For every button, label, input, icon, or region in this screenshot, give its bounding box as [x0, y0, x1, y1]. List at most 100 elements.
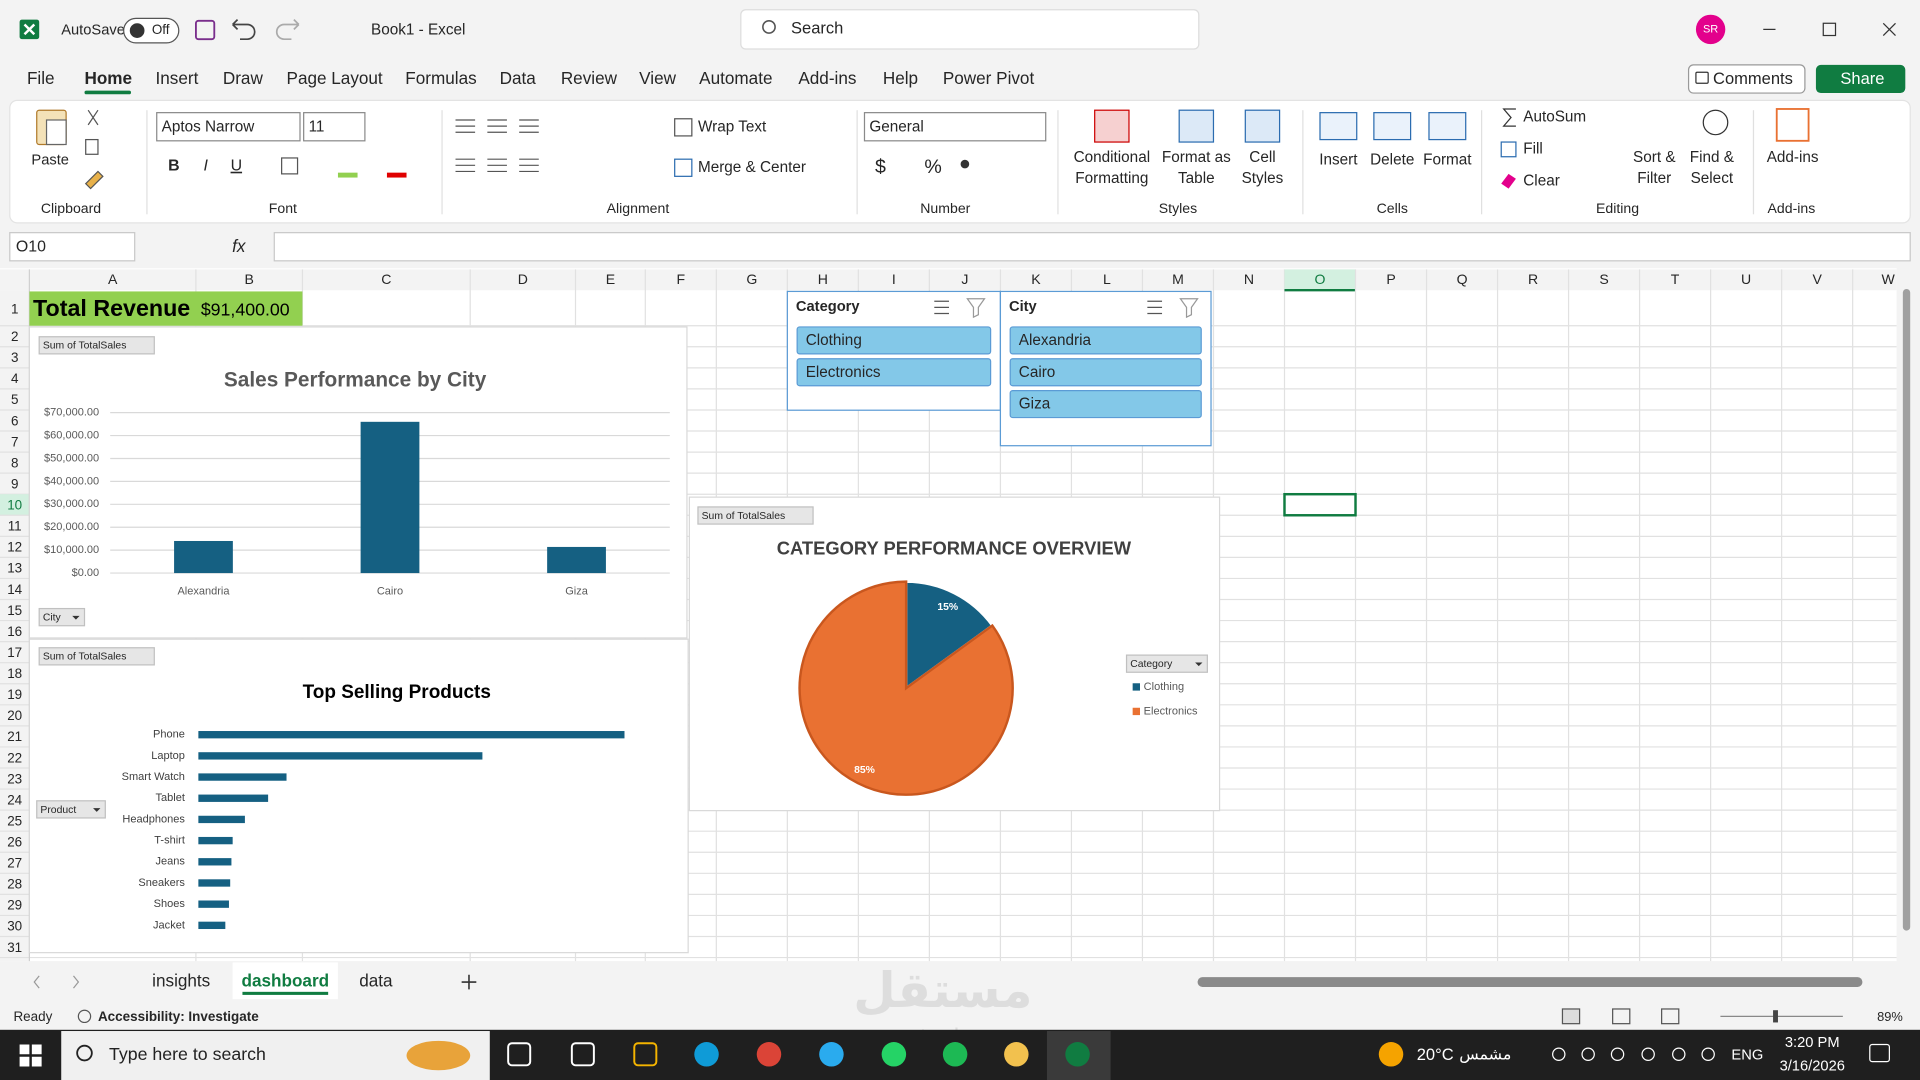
font-size-box[interactable] — [303, 112, 366, 142]
share-button[interactable] — [1815, 64, 1906, 94]
style-icon[interactable] — [1244, 109, 1281, 143]
notification-button[interactable] — [1869, 1043, 1890, 1063]
view-button[interactable] — [1661, 1008, 1680, 1025]
sheet-tab[interactable]: data — [359, 971, 393, 991]
redo-icon[interactable] — [275, 18, 300, 41]
axis-field-button[interactable] — [1125, 654, 1208, 673]
style-button[interactable]: Formatting — [1075, 170, 1148, 187]
view-button[interactable] — [1561, 1008, 1581, 1025]
v-scroll-thumb[interactable] — [1902, 288, 1911, 931]
cells-button[interactable]: Format — [1423, 151, 1472, 168]
h-scroll-thumb[interactable] — [1197, 977, 1863, 987]
style-button[interactable]: Format as — [1162, 149, 1231, 166]
font-color-bar[interactable] — [386, 172, 407, 178]
tray-icon[interactable] — [1581, 1047, 1595, 1062]
borders-icon[interactable] — [281, 157, 299, 175]
cells-icon[interactable] — [1373, 112, 1412, 141]
close[interactable] — [1882, 22, 1896, 36]
align-icon[interactable] — [455, 119, 476, 133]
align-icon[interactable] — [487, 119, 507, 133]
cells-icon[interactable] — [1428, 112, 1467, 141]
align-icon[interactable] — [487, 158, 507, 173]
ribbon-tab[interactable]: Home — [84, 68, 132, 88]
style-button[interactable]: Cell — [1249, 149, 1275, 166]
cells-button[interactable]: Delete — [1370, 151, 1414, 168]
taskbar-app[interactable] — [942, 1042, 968, 1067]
editing-button[interactable]: AutoSum — [1523, 109, 1586, 126]
style-button[interactable]: Table — [1178, 170, 1215, 187]
slicer-item[interactable] — [1009, 326, 1202, 355]
ribbon-tab[interactable]: Help — [883, 68, 918, 88]
clock-date[interactable]: 3/16/2026 — [1780, 1058, 1845, 1074]
field-button[interactable] — [38, 336, 155, 355]
ribbon-tab[interactable]: File — [27, 68, 55, 88]
comma-button[interactable] — [960, 159, 970, 169]
field-button[interactable] — [697, 506, 814, 525]
tray-icon[interactable] — [1672, 1047, 1686, 1062]
slicer-item[interactable] — [1009, 390, 1202, 419]
merge-center[interactable]: Merge & Center — [698, 159, 806, 176]
avatar[interactable] — [1695, 14, 1726, 45]
ribbon-tab[interactable]: Insert — [156, 68, 199, 88]
tray-icon[interactable] — [1610, 1047, 1625, 1062]
ribbon-tab[interactable]: Add-ins — [798, 68, 856, 88]
ribbon-tab[interactable]: Draw — [223, 68, 264, 88]
style-icon[interactable] — [1178, 109, 1215, 143]
field-button[interactable] — [38, 647, 155, 666]
editing-button[interactable]: Find & — [1690, 149, 1734, 166]
selected-cell[interactable] — [1283, 492, 1357, 517]
tray-icon[interactable] — [1552, 1047, 1566, 1062]
start-button[interactable] — [19, 1044, 42, 1067]
taskbar-app[interactable] — [694, 1042, 719, 1067]
font-style-button[interactable]: U — [231, 158, 242, 175]
editing-button[interactable]: Sort & — [1633, 149, 1676, 166]
sheet-tab[interactable]: insights — [152, 971, 210, 991]
slicer-item[interactable] — [1009, 358, 1202, 387]
taskbar-app[interactable] — [570, 1042, 595, 1067]
slicer-item[interactable] — [796, 326, 992, 355]
taskbar-app[interactable] — [633, 1042, 658, 1067]
cells-icon[interactable] — [1319, 112, 1358, 141]
clock-time[interactable]: 3:20 PM — [1785, 1035, 1840, 1051]
style-button[interactable]: Conditional — [1074, 149, 1151, 166]
tray-icon[interactable] — [1701, 1047, 1715, 1062]
name-box[interactable] — [9, 232, 136, 262]
taskbar-app[interactable] — [881, 1042, 907, 1067]
wrap-text[interactable]: Wrap Text — [698, 118, 767, 135]
addins-button[interactable]: Add-ins — [1767, 149, 1819, 166]
fx-button[interactable]: fx — [232, 236, 247, 256]
tab-next[interactable] — [72, 975, 80, 989]
font-style-button[interactable]: I — [204, 158, 209, 175]
clear-filter-icon[interactable] — [1179, 298, 1199, 319]
formula-input[interactable] — [273, 232, 1911, 262]
slicer-item[interactable] — [796, 358, 992, 387]
tray-icon[interactable] — [1641, 1047, 1655, 1062]
taskbar-app[interactable] — [819, 1042, 844, 1067]
add-sheet[interactable] — [461, 974, 477, 990]
view-button[interactable] — [1612, 1008, 1631, 1025]
ribbon-tab[interactable]: Automate — [699, 68, 772, 88]
clear-filter-icon[interactable] — [966, 298, 986, 319]
taskbar-app[interactable] — [756, 1042, 782, 1067]
ribbon-tab[interactable]: Formulas — [405, 68, 476, 88]
addins-icon[interactable] — [1775, 108, 1810, 142]
painter-icon[interactable] — [84, 170, 104, 190]
align-icon[interactable] — [519, 158, 539, 173]
align-icon[interactable] — [519, 119, 539, 133]
editing-button[interactable]: Fill — [1523, 140, 1543, 157]
accessibility-status[interactable]: Accessibility: Investigate — [98, 1009, 259, 1024]
taskbar-app[interactable] — [1004, 1042, 1029, 1067]
copy-icon[interactable] — [85, 138, 99, 155]
ribbon-tab[interactable]: Page Layout — [287, 68, 383, 88]
taskbar-app[interactable] — [507, 1042, 532, 1067]
multi-select-icon[interactable] — [934, 300, 949, 315]
font-style-button[interactable]: B — [168, 158, 180, 175]
taskbar-app[interactable] — [1065, 1042, 1090, 1067]
percent-button[interactable]: % — [924, 156, 941, 178]
undo-icon[interactable] — [232, 18, 256, 41]
ribbon-tab[interactable]: Power Pivot — [943, 68, 1035, 88]
cut-icon[interactable] — [87, 109, 99, 126]
editing-button[interactable]: Clear — [1523, 172, 1560, 189]
align-icon[interactable] — [455, 158, 476, 173]
paste-label[interactable]: Paste — [31, 152, 69, 168]
